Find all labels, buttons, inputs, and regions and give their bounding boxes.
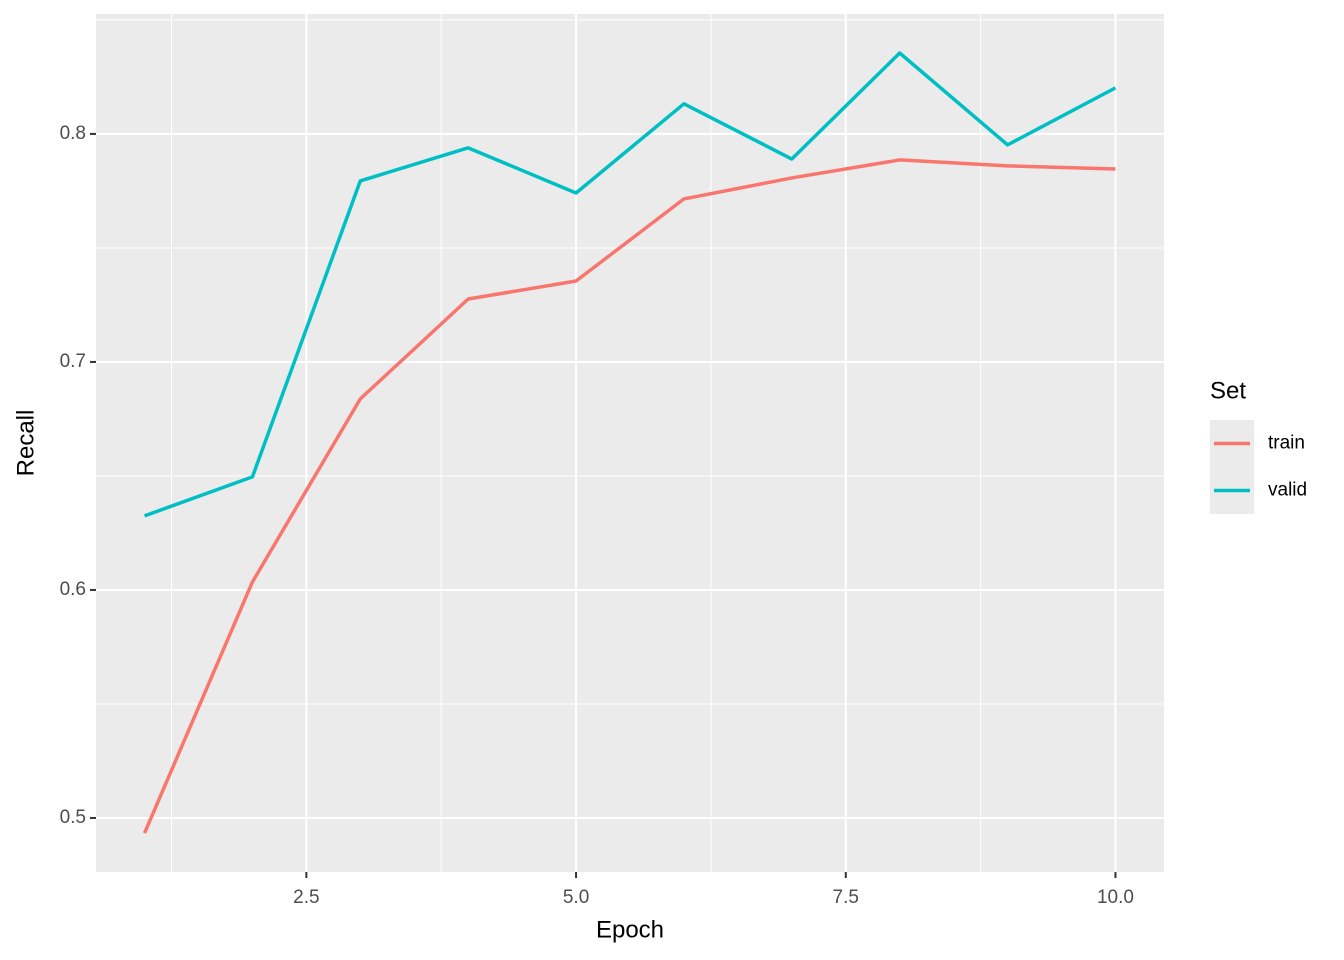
y-tick-label: 0.8 <box>60 123 86 144</box>
legend-key-background <box>1210 420 1254 514</box>
lines <box>142 51 1117 834</box>
series-line <box>143 51 1117 518</box>
panel-background <box>96 14 1164 872</box>
x-tick-label: 10.0 <box>1097 887 1134 908</box>
x-tick-label: 5.0 <box>563 887 589 908</box>
x-axis-title: Epoch <box>596 916 664 943</box>
legend-title: Set <box>1210 377 1246 404</box>
y-tick-label: 0.6 <box>60 579 86 600</box>
y-tick-label: 0.7 <box>60 351 86 372</box>
x-tick-label: 2.5 <box>293 887 319 908</box>
y-tick-label: 0.5 <box>60 807 86 828</box>
x-tick-label: 7.5 <box>833 887 859 908</box>
grid <box>96 14 1164 872</box>
axes: 0.5 0.6 0.7 0.8 2.5 5.0 7.5 10.0 <box>60 123 1134 908</box>
legend-label: train <box>1268 433 1305 454</box>
legend: train valid <box>1210 420 1307 514</box>
legend-label: valid <box>1268 480 1307 501</box>
y-axis-title: Recall <box>12 410 39 477</box>
series-line <box>142 158 1116 834</box>
